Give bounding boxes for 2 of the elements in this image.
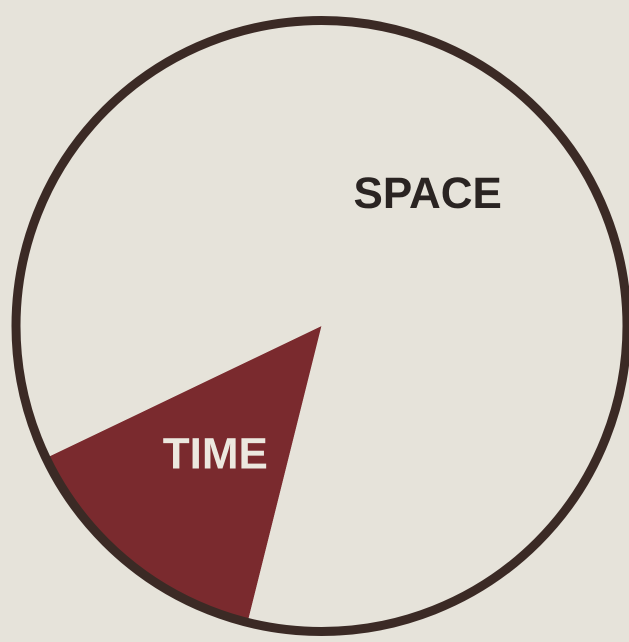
slice-label: TIME [162,429,268,478]
slice-label: SPACE [354,168,502,218]
